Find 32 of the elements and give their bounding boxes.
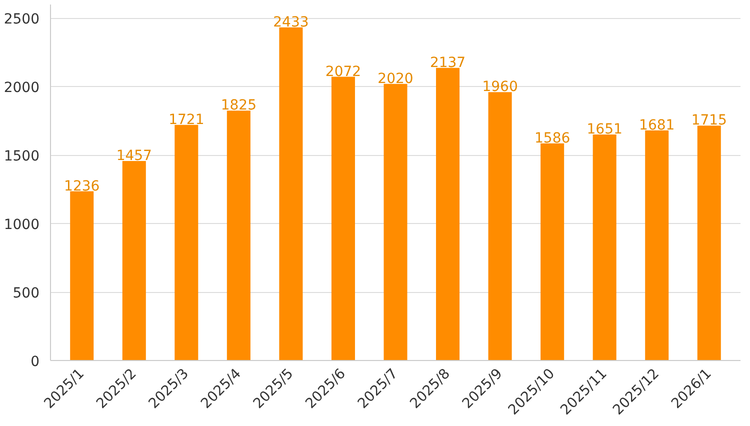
data-label: 1721: [168, 112, 204, 128]
data-label: 1960: [482, 79, 518, 96]
data-label: 2072: [325, 64, 362, 80]
bar: [697, 126, 721, 360]
data-label: 1825: [220, 98, 257, 114]
data-label: 1651: [586, 121, 622, 138]
bar: [592, 134, 616, 360]
data-label: 1236: [64, 178, 100, 194]
bar: [279, 27, 303, 360]
data-label: 2433: [273, 14, 309, 30]
bar: [174, 124, 198, 360]
bar: [540, 143, 564, 360]
bar: [488, 92, 512, 360]
bar: [436, 68, 460, 360]
y-tick-label: 1000: [4, 217, 40, 234]
bar: [384, 84, 408, 360]
y-tick-label: 500: [12, 286, 40, 302]
data-label: 1681: [639, 117, 675, 134]
data-label: 1457: [116, 148, 152, 164]
y-tick-label: 1500: [4, 148, 40, 165]
bar: [70, 191, 94, 360]
data-label: 2020: [378, 70, 414, 87]
data-label: 2137: [430, 54, 466, 71]
bar: [226, 110, 250, 360]
bar: [645, 130, 669, 360]
y-tick-label: 2000: [4, 80, 40, 96]
bar: [331, 76, 355, 360]
data-label: 1715: [691, 112, 727, 129]
y-tick-label: 2500: [4, 12, 40, 28]
bar: [122, 161, 146, 360]
y-tick-label: 0: [30, 354, 40, 370]
data-label: 1586: [534, 130, 570, 146]
